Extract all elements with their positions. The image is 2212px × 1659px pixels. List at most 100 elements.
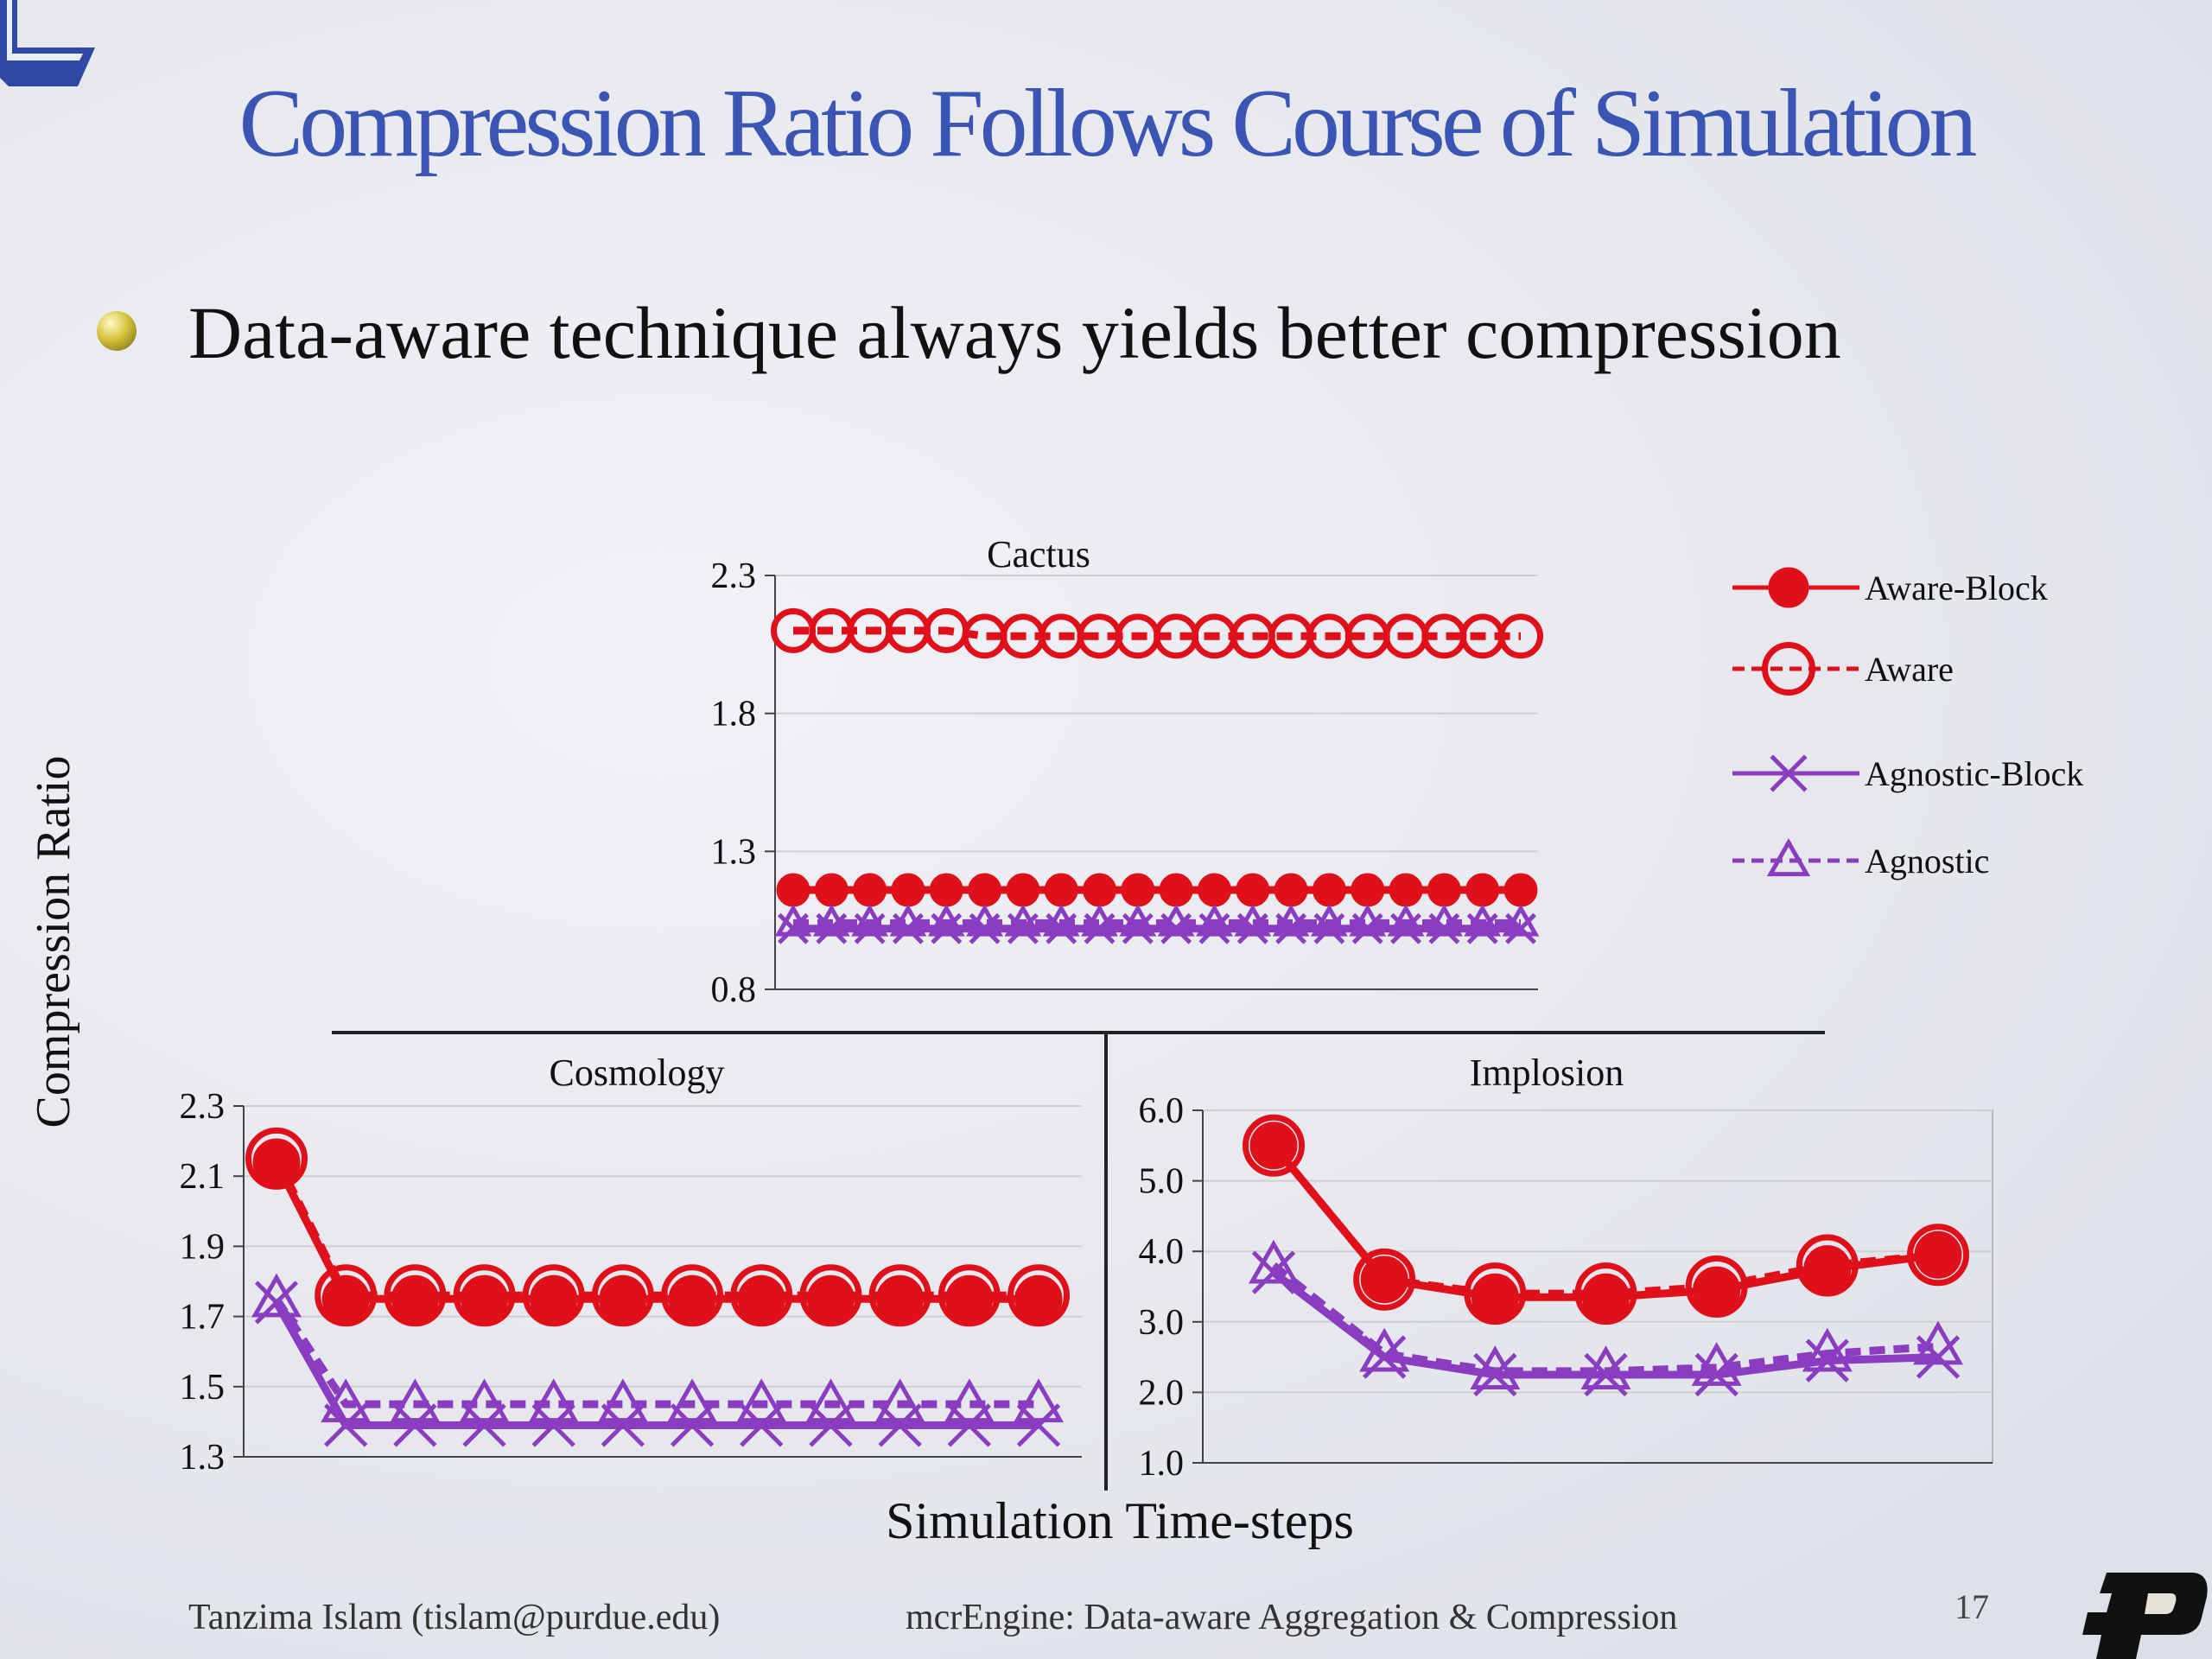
legend-entry: Aware: [1865, 650, 1954, 689]
footer-author: Tanzima Islam (tislam@purdue.edu): [188, 1598, 721, 1637]
data-point-aware-block: [668, 1274, 716, 1323]
data-point-agnostic: [805, 1378, 856, 1423]
data-point-aware-block: [891, 873, 925, 907]
data-point-agnostic: [597, 1378, 648, 1423]
bullet-text: Data-aware technique always yields bette…: [188, 291, 1841, 374]
data-point-agnostic-block: [931, 912, 963, 944]
data-point-agnostic-block: [1916, 1335, 1961, 1379]
data-point-aware-block: [1582, 1273, 1630, 1321]
data-point-aware-block: [461, 1274, 509, 1323]
data-point-aware-block: [1159, 873, 1193, 907]
data-point-agnostic-block: [1016, 1403, 1061, 1447]
data-point-aware-block: [1427, 873, 1461, 907]
data-point-agnostic-block: [531, 1403, 575, 1447]
data-point-agnostic: [1359, 1327, 1410, 1372]
data-point-agnostic-block: [1198, 912, 1230, 944]
y-tick-label: 1.3: [180, 1438, 226, 1478]
y-tick-label: 2.3: [180, 1087, 226, 1127]
data-point-aware: [245, 1127, 308, 1190]
data-point-aware-block: [1803, 1245, 1852, 1294]
data-point-aware-block: [1083, 873, 1117, 907]
data-point-agnostic-block: [1428, 912, 1460, 944]
data-point-aware-block: [321, 1274, 370, 1323]
data-point-aware-block: [1693, 1266, 1741, 1314]
data-point-agnostic: [736, 1378, 787, 1423]
series-line-agnostic-block: [273, 1300, 1039, 1429]
y-tick-label: 2.3: [711, 556, 757, 596]
x-axis-title: Simulation Time-steps: [886, 1492, 1354, 1549]
data-point-aware: [1243, 1114, 1305, 1177]
data-point-aware-block: [945, 1274, 994, 1323]
data-point-aware-block: [1249, 1122, 1298, 1170]
data-point-aware-block: [391, 1274, 439, 1323]
slide-number: 17: [1955, 1587, 1989, 1626]
data-point-agnostic-block: [1007, 912, 1039, 944]
y-tick-label: 5.0: [1139, 1162, 1185, 1202]
data-point-aware-block: [853, 873, 887, 907]
data-point-agnostic-block: [809, 1403, 853, 1447]
data-point-agnostic-block: [1313, 912, 1345, 944]
data-point-agnostic: [944, 1378, 995, 1423]
data-point-aware-block: [1197, 873, 1231, 907]
y-tick-label: 2.0: [1139, 1373, 1185, 1413]
data-point-agnostic: [874, 1378, 925, 1423]
data-point-agnostic-block: [892, 912, 924, 944]
data-point-agnostic: [1580, 1345, 1631, 1389]
data-point-agnostic-block: [969, 912, 1001, 944]
y-tick-label: 4.0: [1139, 1232, 1185, 1272]
data-point-agnostic-block: [1351, 912, 1383, 944]
data-point-aware-block: [1236, 873, 1270, 907]
data-point-agnostic-block: [1236, 912, 1268, 944]
data-point-aware-block: [1121, 873, 1155, 907]
data-point-aware-block: [1351, 873, 1385, 907]
data-point-agnostic-block: [254, 1281, 299, 1325]
data-point-aware-block: [1312, 873, 1346, 907]
data-point-agnostic-block: [1275, 912, 1307, 944]
data-point-agnostic-block: [1122, 912, 1154, 944]
data-point-agnostic-block: [1160, 912, 1192, 944]
data-point-aware-block: [530, 1274, 578, 1323]
data-point-aware-block: [968, 873, 1002, 907]
data-point-agnostic: [390, 1378, 441, 1423]
data-point-aware-block: [1389, 873, 1423, 907]
data-point-agnostic-block: [1084, 912, 1116, 944]
data-point-aware-block: [1274, 873, 1308, 907]
data-point-agnostic-block: [324, 1403, 368, 1447]
data-point-aware-block: [1044, 873, 1078, 907]
data-point-agnostic-block: [1390, 912, 1422, 944]
y-tick-label: 1.3: [711, 832, 757, 872]
data-point-agnostic-block: [878, 1403, 922, 1447]
data-point-aware-block: [252, 1138, 301, 1186]
data-point-aware: [1353, 1248, 1416, 1311]
data-point-agnostic-block: [1251, 1250, 1296, 1294]
data-point-agnostic-block: [1363, 1335, 1407, 1379]
y-tick-label: 3.0: [1139, 1303, 1185, 1343]
purdue-p-logo-icon: [2082, 1573, 2208, 1659]
legend-marker: [1762, 642, 1815, 696]
chart-title: Cactus: [987, 533, 1090, 575]
corner-mark-icon: [0, 0, 95, 86]
data-point-agnostic-block: [1694, 1352, 1738, 1397]
data-point-agnostic-block: [393, 1403, 437, 1447]
legend-entry: Aware-Block: [1865, 569, 2048, 607]
bullet-icon: [97, 311, 137, 351]
data-point-agnostic: [667, 1378, 718, 1423]
data-point-agnostic: [1013, 1378, 1065, 1423]
legend-marker: [1768, 567, 1809, 608]
y-tick-label: 1.0: [1139, 1444, 1185, 1484]
data-point-aware-block: [806, 1274, 855, 1323]
data-point-agnostic-block: [854, 912, 886, 944]
legend-entry: Agnostic: [1865, 842, 1989, 880]
data-point-aware-block: [929, 873, 963, 907]
data-point-agnostic-block: [778, 912, 809, 944]
series-line-aware: [272, 1156, 1039, 1300]
data-point-aware-block: [1471, 1273, 1519, 1321]
data-point-agnostic: [1470, 1345, 1521, 1389]
data-point-agnostic-block: [670, 1403, 715, 1447]
data-point-aware-block: [1465, 873, 1500, 907]
data-point-aware-block: [876, 1274, 925, 1323]
data-point-aware-block: [1503, 873, 1538, 907]
data-point-agnostic-block: [1505, 912, 1536, 944]
data-point-agnostic: [459, 1378, 510, 1423]
